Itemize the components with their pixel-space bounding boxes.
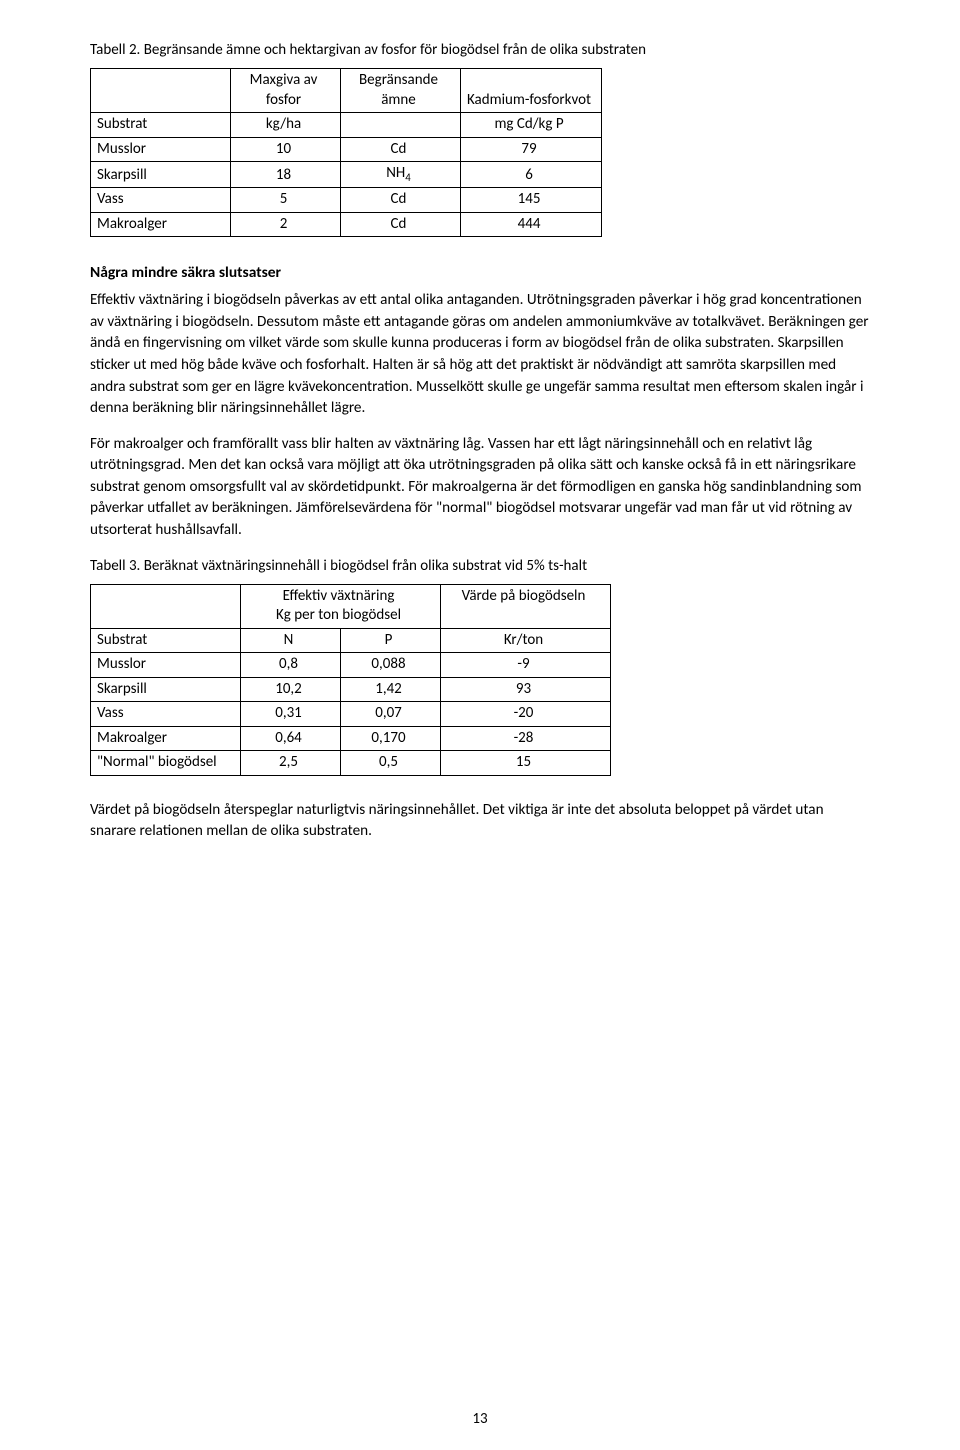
table1-h2-c4: mg Cd/kg P — [461, 113, 602, 138]
table1-r1-label: Skarpsill — [91, 162, 231, 188]
table1-r2-max: 5 — [231, 188, 341, 213]
table1-r0-amne: Cd — [341, 137, 461, 162]
table2-h2-c1: Substrat — [91, 628, 241, 653]
table2-caption: Tabell 3. Beräknat växtnäringsinnehåll i… — [90, 556, 870, 576]
table-row: Skarpsill 18 NH4 6 — [91, 162, 602, 188]
table-row: Musslor 0,8 0,088 -9 — [91, 653, 611, 678]
table2-h1-c3: Värde på biogödseln — [441, 584, 611, 628]
t2-r4-p: 0,5 — [341, 751, 441, 776]
page-number: 13 — [0, 1410, 960, 1428]
section-heading: Några mindre säkra slutsatser — [90, 263, 870, 282]
t2-r1-p: 1,42 — [341, 677, 441, 702]
table1-h2-c2: kg/ha — [231, 113, 341, 138]
table-row: Musslor 10 Cd 79 — [91, 137, 602, 162]
table-row: "Normal" biogödsel 2,5 0,5 15 — [91, 751, 611, 776]
table1-h1-c3: Begränsande ämne — [341, 69, 461, 113]
table1: Maxgiva av fosfor Begränsande ämne Kadmi… — [90, 68, 602, 237]
t2-r1-label: Skarpsill — [91, 677, 241, 702]
table1-h2-c1: Substrat — [91, 113, 231, 138]
table1-r2-kvot: 145 — [461, 188, 602, 213]
table2-header-row2: Substrat N P Kr/ton — [91, 628, 611, 653]
document-page: Tabell 2. Begränsande ämne och hektargiv… — [0, 0, 960, 1450]
t2-r0-v: -9 — [441, 653, 611, 678]
paragraph-3: Värdet på biogödseln återspeglar naturli… — [90, 800, 870, 843]
table2: Effektiv växtnäring Kg per ton biogödsel… — [90, 584, 611, 776]
table1-header-row2: Substrat kg/ha mg Cd/kg P — [91, 113, 602, 138]
table1-r3-amne: Cd — [341, 212, 461, 237]
paragraph-1: Effektiv växtnäring i biogödseln påverka… — [90, 290, 870, 419]
table2-h2-c2: N — [241, 628, 341, 653]
table2-h1-c2: Effektiv växtnäring Kg per ton biogödsel — [241, 584, 441, 628]
table1-r0-label: Musslor — [91, 137, 231, 162]
t2-r2-v: -20 — [441, 702, 611, 727]
table1-h1-c2: Maxgiva av fosfor — [231, 69, 341, 113]
table1-header-row1: Maxgiva av fosfor Begränsande ämne Kadmi… — [91, 69, 602, 113]
table1-r3-max: 2 — [231, 212, 341, 237]
t2-r3-v: -28 — [441, 726, 611, 751]
t2-r0-p: 0,088 — [341, 653, 441, 678]
t2-r2-label: Vass — [91, 702, 241, 727]
table1-r3-kvot: 444 — [461, 212, 602, 237]
t2-r4-n: 2,5 — [241, 751, 341, 776]
t2-r1-n: 10,2 — [241, 677, 341, 702]
t2-r4-label: "Normal" biogödsel — [91, 751, 241, 776]
table-row: Makroalger 0,64 0,170 -28 — [91, 726, 611, 751]
table1-r3-label: Makroalger — [91, 212, 231, 237]
table2-h1-c1 — [91, 584, 241, 628]
t2-r0-n: 0,8 — [241, 653, 341, 678]
t2-r3-label: Makroalger — [91, 726, 241, 751]
t2-r2-p: 0,07 — [341, 702, 441, 727]
table-row: Makroalger 2 Cd 444 — [91, 212, 602, 237]
table1-h1-c1 — [91, 69, 231, 113]
table2-h2-c3: P — [341, 628, 441, 653]
paragraph-2: För makroalger och framförallt vass blir… — [90, 434, 870, 542]
table-row: Skarpsill 10,2 1,42 93 — [91, 677, 611, 702]
table1-r0-kvot: 79 — [461, 137, 602, 162]
t2-r0-label: Musslor — [91, 653, 241, 678]
table-row: Vass 5 Cd 145 — [91, 188, 602, 213]
table2-h2-c4: Kr/ton — [441, 628, 611, 653]
t2-r2-n: 0,31 — [241, 702, 341, 727]
table1-r0-max: 10 — [231, 137, 341, 162]
table1-h1-c4: Kadmium-fosforkvot — [461, 69, 602, 113]
t2-r1-v: 93 — [441, 677, 611, 702]
table1-h2-c3 — [341, 113, 461, 138]
table1-r1-kvot: 6 — [461, 162, 602, 188]
t2-r3-p: 0,170 — [341, 726, 441, 751]
table1-caption: Tabell 2. Begränsande ämne och hektargiv… — [90, 40, 870, 60]
table-row: Vass 0,31 0,07 -20 — [91, 702, 611, 727]
t2-r3-n: 0,64 — [241, 726, 341, 751]
table2-header-row1: Effektiv växtnäring Kg per ton biogödsel… — [91, 584, 611, 628]
t2-r4-v: 15 — [441, 751, 611, 776]
table1-r1-amne: NH4 — [341, 162, 461, 188]
table1-r2-amne: Cd — [341, 188, 461, 213]
table1-r1-max: 18 — [231, 162, 341, 188]
table1-r2-label: Vass — [91, 188, 231, 213]
